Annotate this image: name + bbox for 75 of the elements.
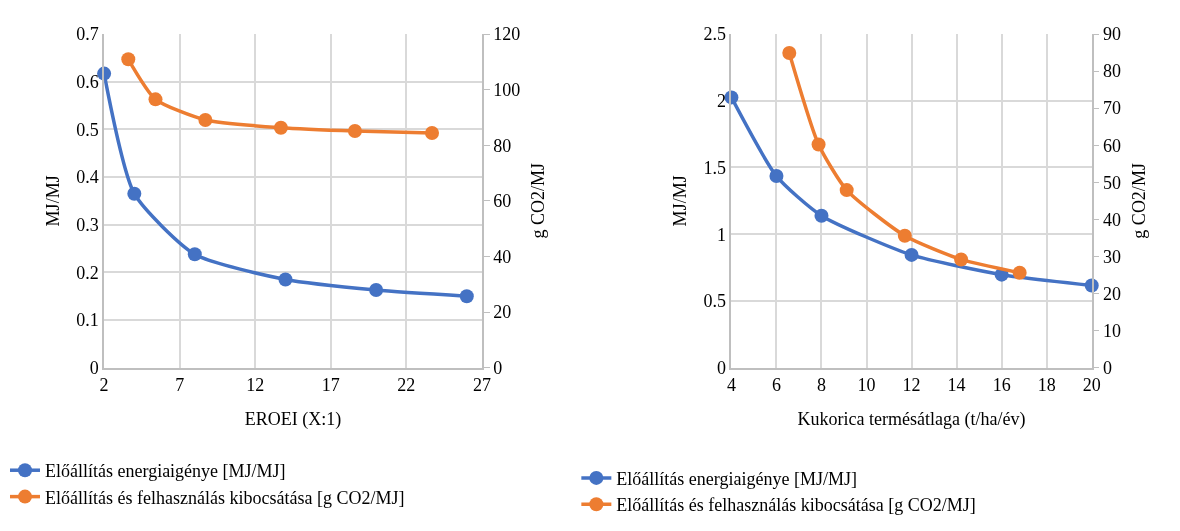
point xyxy=(769,169,784,184)
y-tick-label: 2.5 xyxy=(703,24,727,45)
point xyxy=(839,183,854,198)
y2-tick-label: 0 xyxy=(493,358,503,378)
point xyxy=(278,272,293,287)
y-tick-label: 0.3 xyxy=(76,215,99,235)
point xyxy=(782,45,797,60)
y-tick-label: 0 xyxy=(717,358,727,378)
point xyxy=(148,92,163,107)
y2-tick-label: 0 xyxy=(1103,358,1113,378)
y2-tick-label: 90 xyxy=(1103,24,1122,45)
y-tick-label: 0.1 xyxy=(76,310,99,331)
y-tick-label: 1 xyxy=(717,224,727,245)
y2-axis-title: g CO2/MJ xyxy=(1128,163,1149,239)
point xyxy=(954,252,969,267)
y-tick-label: 0.2 xyxy=(76,262,99,283)
y2-tick-label: 60 xyxy=(1103,135,1122,156)
point xyxy=(811,137,826,152)
y-tick-label: 0.7 xyxy=(76,24,99,45)
legend-label: Előállítás és felhasználás kibocsátása [g CO2/MJ] xyxy=(45,487,405,508)
point xyxy=(198,112,213,127)
y-tick-label: 0.4 xyxy=(76,167,99,188)
point xyxy=(897,228,912,243)
x-axis-title: Kukorica termésátlaga (t/ha/év) xyxy=(797,408,1026,430)
y2-tick-label: 40 xyxy=(1103,209,1122,230)
point xyxy=(1012,265,1027,280)
y2-tick-label: 80 xyxy=(1103,61,1122,82)
x-tick-label: 7 xyxy=(175,375,185,396)
legend-label: Előállítás energiaigénye [MJ/MJ] xyxy=(616,468,857,489)
y2-tick-label: 80 xyxy=(493,135,512,156)
x-axis-title: EROEI (X:1) xyxy=(244,408,342,430)
x-tick-label: 22 xyxy=(397,375,416,396)
y2-tick-label: 10 xyxy=(1103,320,1122,341)
y2-tick-label: 50 xyxy=(1103,172,1122,193)
x-tick-label: 16 xyxy=(992,375,1011,396)
point xyxy=(347,124,362,139)
x-tick-label: 17 xyxy=(321,375,340,396)
y2-tick-label: 20 xyxy=(493,302,512,323)
point xyxy=(187,247,202,262)
x-tick-label: 27 xyxy=(472,375,491,396)
x-tick-label: 12 xyxy=(246,375,265,396)
y-tick-label: 0.5 xyxy=(76,119,99,140)
y-tick-label: 0.6 xyxy=(76,71,99,92)
x-tick-label: 8 xyxy=(816,375,826,396)
point xyxy=(127,186,142,201)
x-tick-label: 20 xyxy=(1082,375,1101,396)
y2-tick-label: 20 xyxy=(1103,283,1122,304)
y-tick-label: 2 xyxy=(717,91,727,112)
y2-tick-label: 40 xyxy=(493,246,512,267)
y-axis-title: MJ/MJ xyxy=(670,175,691,227)
point xyxy=(369,283,384,297)
point xyxy=(814,208,829,223)
x-tick-label: 6 xyxy=(771,375,781,396)
y2-tick-label: 60 xyxy=(493,191,512,212)
x-tick-label: 12 xyxy=(902,375,921,396)
x-tick-label: 10 xyxy=(857,375,876,396)
legend-label: Előállítás energiaigénye [MJ/MJ] xyxy=(45,461,286,482)
y2-tick-label: 100 xyxy=(493,79,521,100)
point xyxy=(425,126,440,140)
y-tick-label: 0 xyxy=(89,358,99,378)
y2-tick-label: 30 xyxy=(1103,246,1122,267)
y-tick-label: 1.5 xyxy=(703,157,727,178)
x-tick-label: 14 xyxy=(947,375,966,396)
point xyxy=(273,120,288,135)
y-axis-title: MJ/MJ xyxy=(42,175,63,227)
legend-label: Előállítás és felhasználás kibocsátása [g CO2/MJ] xyxy=(616,495,976,516)
y-tick-label: 0.5 xyxy=(703,291,727,312)
point xyxy=(121,52,136,67)
x-tick-label: 18 xyxy=(1037,375,1056,396)
y2-axis-title: g CO2/MJ xyxy=(527,163,548,239)
point xyxy=(459,289,474,304)
x-tick-label: 4 xyxy=(726,375,736,396)
y2-tick-label: 120 xyxy=(493,24,521,45)
point xyxy=(904,247,919,262)
y2-tick-label: 70 xyxy=(1103,98,1122,119)
